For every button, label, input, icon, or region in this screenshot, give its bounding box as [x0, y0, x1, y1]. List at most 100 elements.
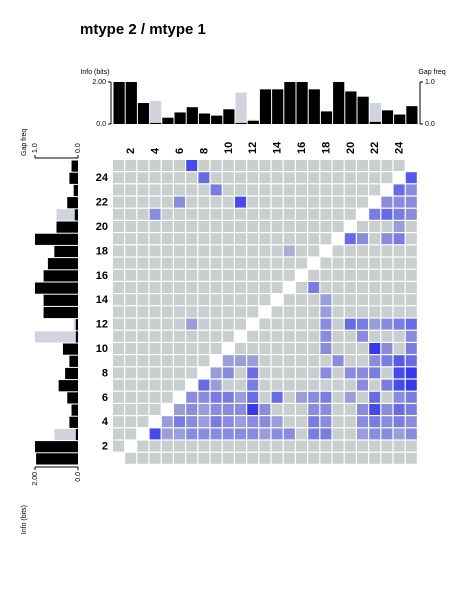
heatmap-cell [259, 367, 271, 379]
info-bar [357, 96, 369, 124]
heatmap-cell [393, 294, 405, 306]
heatmap-cell [210, 208, 222, 220]
heatmap-cell [405, 196, 417, 208]
y-tick-label: 0.0 [96, 121, 106, 128]
heatmap-cell [149, 452, 161, 464]
heatmap-cell [381, 391, 393, 403]
heatmap-cell [332, 184, 344, 196]
info-bar [308, 89, 320, 124]
heatmap-cell [271, 221, 283, 232]
heatmap-cell [405, 208, 417, 220]
heatmap-cell [320, 379, 332, 391]
heatmap-cell [271, 391, 283, 403]
column-label: 2 [125, 148, 137, 154]
heatmap-cell [405, 318, 417, 330]
heatmap-cell [320, 440, 332, 452]
heatmap-cell [259, 208, 271, 220]
heatmap-cell [125, 318, 137, 330]
heatmap-cell [222, 269, 234, 281]
heatmap-cell [405, 184, 417, 196]
heatmap-cell [235, 428, 246, 440]
heatmap-cell [137, 282, 149, 293]
heatmap-cell [320, 172, 332, 184]
heatmap-cell [369, 367, 381, 379]
heatmap-cell [125, 355, 137, 367]
heatmap-cell [259, 294, 271, 306]
heatmap-cell [271, 172, 283, 184]
info-bar [125, 82, 137, 124]
heatmap-cell [357, 404, 368, 415]
heatmap-cell [161, 379, 173, 391]
heatmap-cell [381, 355, 393, 367]
row-label: 16 [96, 270, 108, 282]
heatmap-cell [137, 330, 149, 342]
heatmap-cell [222, 416, 234, 428]
heatmap-cell [308, 245, 320, 257]
heatmap-cell [320, 330, 332, 342]
heatmap-cell [186, 208, 198, 220]
heatmap-cell [283, 343, 295, 354]
heatmap-cell [161, 221, 173, 232]
info-bar [67, 392, 78, 404]
heatmap-cell [222, 440, 234, 452]
heatmap-cell [198, 269, 210, 281]
heatmap-cell [271, 318, 283, 330]
heatmap-cell [161, 172, 173, 184]
heatmap-cell [247, 391, 259, 403]
row-label: 4 [102, 416, 109, 428]
row-label: 12 [96, 319, 108, 331]
heatmap-cell [344, 184, 356, 196]
heatmap-cell [320, 294, 332, 306]
heatmap-cell [235, 404, 246, 415]
heatmap-cell [332, 172, 344, 184]
heatmap-cell [405, 233, 417, 245]
heatmap-cell [357, 257, 368, 269]
heatmap-cell [125, 367, 137, 379]
info-bar [36, 453, 78, 465]
heatmap-cell [283, 294, 295, 306]
heatmap-cell [125, 172, 137, 184]
info-bar [47, 258, 78, 270]
heatmap-cell [320, 343, 332, 354]
heatmap-cell [296, 428, 307, 440]
heatmap-cell [369, 282, 381, 293]
heatmap-cell [357, 416, 368, 428]
heatmap-cell [149, 294, 161, 306]
heatmap-cell [137, 269, 149, 281]
heatmap-cell [198, 196, 210, 208]
heatmap-cell [283, 330, 295, 342]
heatmap-cell [296, 391, 307, 403]
heatmap-cell [344, 330, 356, 342]
heatmap-cell [344, 160, 356, 171]
heatmap-cell [381, 208, 393, 220]
info-bar [369, 121, 381, 124]
heatmap-cell [235, 282, 246, 293]
heatmap-cell [271, 306, 283, 318]
heatmap-cell [235, 172, 246, 184]
heatmap-cell [125, 196, 137, 208]
heatmap-cell [198, 221, 210, 232]
heatmap-cell [369, 184, 381, 196]
heatmap-cell [259, 318, 271, 330]
gap-bar [56, 209, 78, 221]
heatmap-cell [283, 440, 295, 452]
axis-label: Gap freq [21, 129, 28, 156]
heatmap-cell [320, 416, 332, 428]
heatmap-cell [259, 160, 271, 171]
heatmap-cell [357, 282, 368, 293]
heatmap-cell [186, 416, 198, 428]
heatmap-cell [296, 282, 307, 293]
heatmap-cell [259, 355, 271, 367]
heatmap-cell [235, 294, 246, 306]
info-bar [333, 82, 345, 124]
heatmap-cell [405, 379, 417, 391]
heatmap-cell [198, 257, 210, 269]
heatmap-cell [113, 343, 124, 354]
heatmap-cell [186, 452, 198, 464]
heatmap-cell [113, 306, 124, 318]
heatmap-cell [283, 184, 295, 196]
heatmap-cell [174, 355, 185, 367]
heatmap-cell [393, 221, 405, 232]
heatmap-cell [125, 404, 137, 415]
x-tick-label: 2.00 [32, 472, 39, 486]
